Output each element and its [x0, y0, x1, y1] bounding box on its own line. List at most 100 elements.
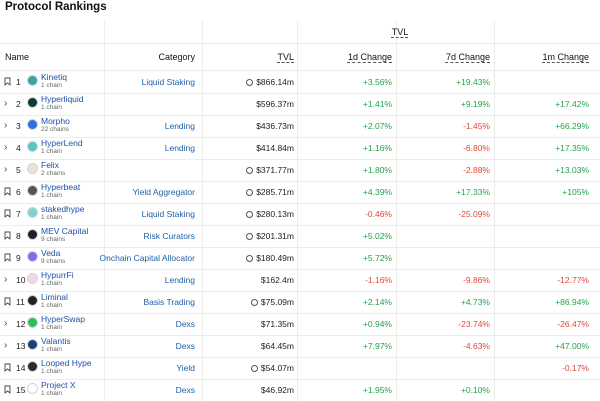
table-row[interactable]: 7 stakedhype 1 chain Liquid Staking $280.13m… [0, 203, 600, 226]
chevron-right-icon[interactable]: › [4, 318, 8, 329]
category-link[interactable]: Lending [164, 143, 195, 153]
1d-change-column-header[interactable]: 1d Change [347, 52, 392, 62]
category-link[interactable]: Risk Curators [143, 231, 195, 241]
chevron-right-icon[interactable]: › [4, 340, 8, 351]
category-link[interactable]: Liquid Staking [141, 77, 195, 87]
chain-count[interactable]: 2 chains [41, 170, 66, 177]
category-link[interactable]: Dexs [175, 385, 195, 395]
change-7d: +19.43% [456, 77, 490, 87]
7d-change-column-header[interactable]: 7d Change [445, 52, 490, 62]
category-link[interactable]: Liquid Staking [141, 209, 195, 219]
column-divider [202, 21, 203, 401]
chain-count[interactable]: 9 chains [41, 258, 66, 265]
protocol-name-link[interactable]: MEV Capital [41, 226, 89, 236]
change-1m: -26.47% [557, 319, 589, 329]
chain-count[interactable]: 1 chain [41, 82, 62, 89]
bookmark-icon[interactable] [4, 385, 11, 394]
table-row[interactable]: 6 Hyperbeat 1 chain Yield Aggregator $285.71… [0, 181, 600, 204]
bookmark-icon[interactable] [4, 77, 11, 86]
category-link[interactable]: Yield [176, 363, 195, 373]
chain-count[interactable]: 1 chain [41, 302, 62, 309]
table-row[interactable]: 9 Veda 9 chains Onchain Capital Allocator $1… [0, 247, 600, 270]
category-link[interactable]: Lending [164, 275, 195, 285]
category-link[interactable]: Onchain Capital Allocator [99, 253, 195, 263]
protocol-name-link[interactable]: Looped Hype [41, 358, 92, 368]
bookmark-icon[interactable] [4, 209, 11, 218]
change-1d: -1.16% [365, 275, 392, 285]
table-row[interactable]: › 5 Felix 2 chains $371.77m +1.80% -2.88% +13.0… [0, 159, 600, 182]
category-link[interactable]: Dexs [175, 319, 195, 329]
chevron-right-icon[interactable]: › [4, 98, 8, 109]
chain-count[interactable]: 1 chain [41, 368, 62, 375]
rank: 11 [16, 297, 25, 307]
protocol-name-link[interactable]: Morpho [41, 116, 70, 126]
tvl-column-header[interactable]: TVL [277, 52, 294, 62]
category-link[interactable]: Yield Aggregator [132, 187, 195, 197]
chain-count[interactable]: 1 chain [41, 390, 62, 397]
chevron-right-icon[interactable]: › [4, 142, 8, 153]
clock-icon [250, 365, 258, 372]
tvl-group-header[interactable]: TVL [391, 27, 409, 37]
table-row[interactable]: › 2 Hyperliquid 1 chain $596.37m +1.41% +9.19%… [0, 93, 600, 116]
chain-count[interactable]: 1 chain [41, 192, 62, 199]
protocol-name-link[interactable]: Kinetiq [41, 72, 67, 82]
rankings-table: TVL Name Category TVL 1d Change 7d Chang… [0, 21, 600, 401]
category-column-header[interactable]: Category [158, 52, 195, 62]
category-link[interactable]: Basis Trading [143, 297, 196, 307]
protocol-name-link[interactable]: Valantis [41, 336, 71, 346]
table-row[interactable]: › 12 HyperSwap 1 chain Dexs $71.35m +0.94% -23.… [0, 313, 600, 336]
chevron-right-icon[interactable]: › [4, 164, 8, 175]
tvl-amount: $414.84m [256, 143, 294, 153]
chain-count[interactable]: 1 chain [41, 214, 62, 221]
rank: 5 [16, 165, 21, 175]
protocol-name-link[interactable]: Hyperbeat [41, 182, 81, 192]
tvl-amount: $436.73m [256, 121, 294, 131]
protocol-name-link[interactable]: Felix [41, 160, 59, 170]
protocol-name-link[interactable]: HypurrFi [41, 270, 74, 280]
tvl-amount: $46.92m [260, 385, 294, 395]
protocol-name-link[interactable]: Veda [41, 248, 61, 258]
table-row[interactable]: 11 Liminal 1 chain Basis Trading $75.09m +2.1… [0, 291, 600, 314]
chain-count[interactable]: 1 chain [41, 148, 62, 155]
change-7d: +4.73% [460, 297, 490, 307]
chain-count[interactable]: 22 chains [41, 126, 69, 133]
table-row[interactable]: › 10 HypurrFi 1 chain Lending $162.4m -1.16% -9… [0, 269, 600, 292]
bookmark-icon[interactable] [4, 253, 11, 262]
chain-count[interactable]: 1 chain [41, 346, 62, 353]
bookmark-icon[interactable] [4, 231, 11, 240]
change-1d: +3.56% [362, 77, 392, 87]
chain-count[interactable]: 1 chain [41, 324, 62, 331]
chevron-right-icon[interactable]: › [4, 274, 8, 285]
table-row[interactable]: 8 MEV Capital 9 chains Risk Curators $201.31… [0, 225, 600, 248]
table-row[interactable]: 14 Looped Hype 1 chain Yield $54.07m -0.17% [0, 357, 600, 380]
tvl-value: $54.07m [250, 363, 294, 373]
bookmark-icon[interactable] [4, 363, 11, 372]
protocol-logo [27, 97, 38, 108]
protocol-name-link[interactable]: Liminal [41, 292, 68, 302]
protocol-name-link[interactable]: HyperSwap [41, 314, 85, 324]
chain-count[interactable]: 9 chains [41, 236, 66, 243]
chain-count[interactable]: 1 chain [41, 104, 62, 111]
protocol-name-link[interactable]: Hyperliquid [41, 94, 84, 104]
1m-change-column-header[interactable]: 1m Change [542, 52, 589, 62]
name-column-header[interactable]: Name [5, 52, 30, 62]
tvl-value: $46.92m [261, 385, 294, 395]
category-link[interactable]: Lending [164, 121, 195, 131]
protocol-name-link[interactable]: Project X [41, 380, 76, 390]
table-row[interactable]: › 3 Morpho 22 chains Lending $436.73m +2.07% -1… [0, 115, 600, 138]
category-link[interactable]: Dexs [175, 341, 195, 351]
table-row[interactable]: 1 Kinetiq 1 chain Liquid Staking $866.14m +3.… [0, 71, 600, 94]
table-row[interactable]: › 13 Valantis 1 chain Dexs $64.45m +7.97% -4.63… [0, 335, 600, 358]
bookmark-icon[interactable] [4, 187, 11, 196]
chain-count[interactable]: 1 chain [41, 280, 62, 287]
bookmark-icon[interactable] [4, 297, 11, 306]
tvl-amount: $596.37m [256, 99, 294, 109]
table-row[interactable]: › 4 HyperLend 1 chain Lending $414.84m +1.16% -… [0, 137, 600, 160]
protocol-name-link[interactable]: HyperLend [41, 138, 83, 148]
tvl-value: $180.49m [246, 253, 294, 263]
tvl-amount: $180.49m [256, 253, 294, 263]
protocol-name-link[interactable]: stakedhype [41, 204, 85, 214]
header-row: Name Category TVL 1d Change 7d Change 1m… [0, 44, 600, 71]
chevron-right-icon[interactable]: › [4, 120, 8, 131]
